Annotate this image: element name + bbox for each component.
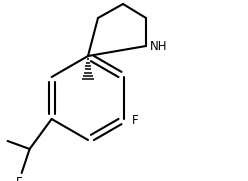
Text: NH: NH — [150, 39, 167, 52]
Text: F: F — [132, 115, 139, 127]
Text: F: F — [0, 132, 1, 146]
Text: F: F — [16, 176, 23, 181]
